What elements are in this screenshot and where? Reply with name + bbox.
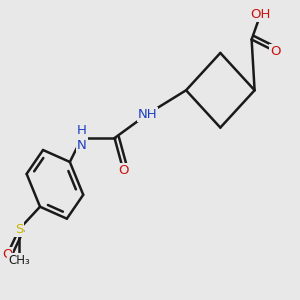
Text: O: O <box>270 45 281 58</box>
Text: OH: OH <box>250 8 271 21</box>
Text: O: O <box>118 164 129 177</box>
Text: CH₃: CH₃ <box>8 254 30 267</box>
Text: NH: NH <box>137 108 157 121</box>
Text: S: S <box>15 223 23 236</box>
Text: H
N: H N <box>77 124 87 152</box>
Text: O: O <box>2 248 13 261</box>
